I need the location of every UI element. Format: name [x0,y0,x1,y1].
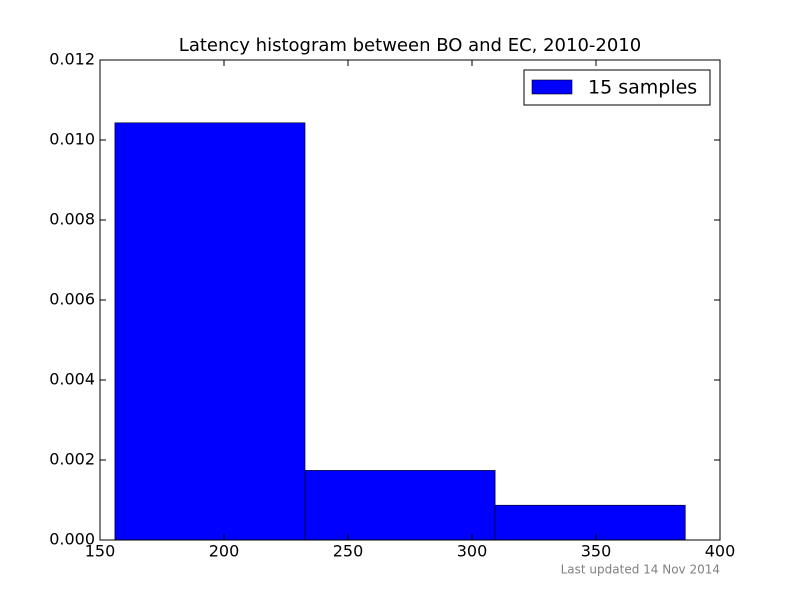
chart-title: Latency histogram between BO and EC, 201… [179,35,641,56]
x-tick-label: 250 [333,542,364,561]
histogram-bar [304,470,496,541]
legend-label: 15 samples [588,77,697,99]
y-tick-label: 0.004 [49,370,95,389]
histogram-bar [114,122,306,541]
y-tick-label: 0.002 [49,450,95,469]
x-tick-label: 200 [209,542,240,561]
histogram-bar [494,504,686,541]
legend-swatch [531,79,573,95]
y-tick-label: 0.012 [49,50,95,69]
y-tick-label: 0.006 [49,290,95,309]
x-tick-label: 400 [705,542,736,561]
y-tick-label: 0.000 [49,530,95,549]
x-tick-label: 300 [457,542,488,561]
y-tick-label: 0.010 [49,130,95,149]
x-tick-label: 350 [581,542,612,561]
y-tick-label: 0.008 [49,210,95,229]
footer: Last updated 14 Nov 2014 [561,563,720,577]
x-tick-label: 150 [85,542,116,561]
